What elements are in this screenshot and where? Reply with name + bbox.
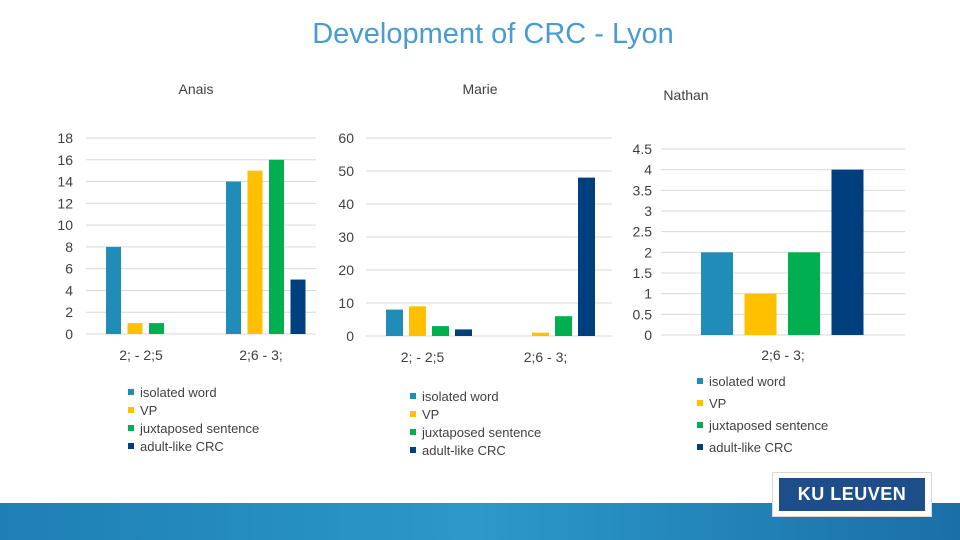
legend-label: adult-like CRC [422, 442, 506, 458]
bar-vp [744, 293, 777, 335]
legend-label: isolated word [140, 384, 217, 400]
legend-swatch [410, 393, 416, 399]
y-tick-label: 0.5 [633, 306, 653, 322]
legend-label: adult-like CRC [709, 439, 793, 455]
legend-item: adult-like CRC [410, 441, 541, 459]
y-tick-label: 18 [57, 130, 73, 146]
y-tick-label: 1 [644, 286, 652, 302]
legend-swatch [410, 429, 416, 435]
bar-juxtaposed-sentence [149, 323, 164, 334]
x-category-label: 2;6 - 3; [239, 347, 283, 363]
y-tick-label: 6 [65, 261, 73, 277]
legend-swatch [697, 400, 703, 406]
y-tick-label: 16 [57, 152, 73, 168]
legend-swatch [128, 443, 134, 449]
bar-isolated-word [226, 181, 241, 334]
y-tick-label: 10 [57, 217, 73, 233]
ku-leuven-logo: KU LEUVEN [772, 472, 932, 517]
legend-label: isolated word [709, 373, 786, 389]
legend-swatch [697, 422, 703, 428]
y-tick-label: 10 [338, 295, 354, 311]
bar-juxtaposed-sentence [269, 159, 284, 334]
x-category-label: 2;6 - 3; [761, 347, 805, 363]
legend-item: adult-like CRC [697, 436, 828, 458]
y-tick-label: 3 [644, 203, 652, 219]
bar-adult-like-crc [831, 169, 864, 335]
x-category-label: 2; - 2;5 [119, 347, 163, 363]
legend-item: juxtaposed sentence [410, 423, 541, 441]
legend-swatch [410, 411, 416, 417]
chart-title: Anais [178, 81, 213, 97]
y-tick-label: 4 [644, 162, 652, 178]
y-tick-label: 3.5 [633, 182, 653, 198]
bar-isolated-word [701, 252, 733, 335]
legend-item: isolated word [128, 383, 259, 401]
y-tick-label: 40 [338, 196, 354, 212]
y-tick-label: 1.5 [633, 265, 653, 281]
y-tick-label: 50 [338, 163, 354, 179]
y-tick-label: 2 [644, 244, 652, 260]
legend-label: VP [140, 402, 158, 418]
legend-swatch [697, 444, 703, 450]
bar-vp [247, 170, 263, 334]
legend-swatch [128, 407, 134, 413]
bar-vp [532, 332, 549, 336]
legend-item: juxtaposed sentence [697, 414, 828, 436]
chart-title: Nathan [663, 87, 708, 103]
legend-label: isolated word [422, 388, 499, 404]
y-tick-label: 12 [57, 195, 73, 211]
bar-isolated-word [106, 246, 121, 334]
legend-label: VP [422, 406, 440, 422]
legend-item: VP [410, 405, 541, 423]
bar-vp [409, 306, 426, 336]
y-tick-label: 0 [65, 326, 73, 342]
bar-adult-like-crc [578, 177, 595, 336]
bar-adult-like-crc [290, 279, 306, 334]
y-tick-label: 20 [338, 262, 354, 278]
legend-item: VP [697, 392, 828, 414]
legend-swatch [128, 389, 134, 395]
y-tick-label: 14 [57, 174, 73, 190]
legend-item: VP [128, 401, 259, 419]
legend-label: VP [709, 395, 727, 411]
legend-item: isolated word [697, 370, 828, 392]
x-category-label: 2; - 2;5 [401, 349, 445, 365]
slide-title: Development of CRC - Lyon [312, 18, 674, 50]
y-tick-label: 2.5 [633, 224, 653, 240]
legend-label: juxtaposed sentence [140, 420, 260, 436]
x-category-label: 2;6 - 3; [524, 349, 568, 365]
legend-nathan: isolated word VP juxtaposed sentence adult-… [697, 370, 828, 458]
legend-label: juxtaposed sentence [709, 417, 829, 433]
bar-juxtaposed-sentence [555, 316, 572, 336]
y-tick-label: 0 [644, 327, 652, 343]
logo-text: KU LEUVEN [779, 478, 925, 511]
legend-item: adult-like CRC [128, 437, 259, 455]
bar-isolated-word [386, 309, 403, 336]
legend-label: adult-like CRC [140, 438, 224, 454]
y-tick-label: 4.5 [633, 141, 653, 157]
bar-adult-like-crc [455, 329, 472, 336]
legend-marie: isolated word VP juxtaposed sentence adult-… [410, 387, 541, 459]
bar-juxtaposed-sentence [432, 326, 449, 336]
y-tick-label: 0 [346, 328, 354, 344]
legend-label: juxtaposed sentence [422, 424, 542, 440]
y-tick-label: 8 [65, 239, 73, 255]
legend-swatch [128, 425, 134, 431]
legend-item: isolated word [410, 387, 541, 405]
y-tick-label: 60 [338, 130, 354, 146]
legend-swatch [410, 447, 416, 453]
y-tick-label: 4 [65, 282, 73, 298]
legend-swatch [697, 378, 703, 384]
chart-title: Marie [462, 81, 497, 97]
bar-vp [127, 323, 143, 334]
bar-juxtaposed-sentence [788, 252, 820, 335]
legend-anais: isolated word VP juxtaposed sentence adult-… [128, 383, 259, 455]
y-tick-label: 30 [338, 229, 354, 245]
legend-item: juxtaposed sentence [128, 419, 259, 437]
y-tick-label: 2 [65, 304, 73, 320]
